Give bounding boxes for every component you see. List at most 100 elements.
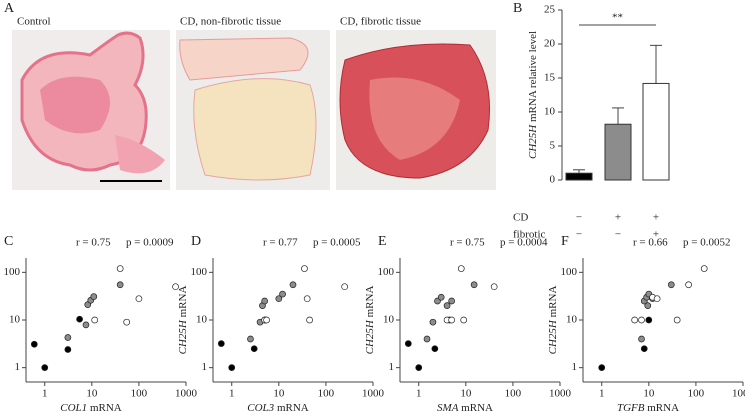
x-tick-label: 10 (460, 388, 472, 400)
unit: mRNA relative level (527, 31, 539, 125)
unit: mRNA (547, 286, 559, 321)
y-tick-label: 1 (572, 361, 578, 373)
point (279, 290, 286, 298)
y-tick-label: 15 (544, 72, 556, 84)
point (306, 316, 313, 324)
gene-name: CH25H (177, 319, 189, 354)
x-tick-label: 10 (643, 388, 655, 400)
x-tick-label: 1 (416, 388, 422, 400)
x-tick-label: 100 (318, 388, 335, 400)
y-tick-label: 1 (202, 361, 208, 373)
gene-name: CH25H (527, 124, 539, 159)
significance: ** (612, 12, 623, 24)
y-tick-label: 0 (550, 174, 556, 186)
point (250, 345, 258, 353)
point (631, 316, 639, 324)
y-tick-label: 1 (15, 361, 21, 373)
point (303, 295, 311, 303)
gene-name: COL3 (247, 402, 274, 414)
point (82, 321, 90, 329)
point (644, 302, 652, 310)
point (123, 318, 131, 326)
panel-label: A (4, 1, 15, 16)
unit: mRNA (87, 402, 122, 414)
point (404, 340, 412, 347)
point (448, 316, 456, 324)
x-tick-label: 10 (273, 388, 285, 400)
x-tick-label: 1 (229, 388, 235, 400)
panel-label: E (378, 234, 387, 249)
gene-name: SMA (437, 402, 459, 414)
y-tick-label: 100 (4, 266, 21, 278)
x-tick-label: 100 (505, 388, 522, 400)
point (217, 340, 225, 347)
panel-label: B (513, 1, 522, 16)
point (116, 265, 124, 272)
condition-mark: + (615, 212, 621, 224)
point (490, 283, 498, 291)
point (429, 318, 437, 326)
gene-name: CH25H (0, 319, 2, 354)
point (64, 334, 72, 341)
y-tick-label: 5 (550, 140, 556, 152)
p-value: p = 0.0005 (313, 237, 361, 249)
image-caption: CD, fibrotic tissue (340, 16, 421, 28)
y-tick-label: 10 (9, 314, 21, 326)
point (638, 335, 645, 343)
point (289, 281, 297, 289)
y-tick-label: 20 (544, 38, 556, 50)
y-tick-label: 10 (566, 314, 578, 326)
x-tick-label: 100 (131, 388, 148, 400)
p-value: p = 0.0009 (126, 237, 174, 249)
point (673, 316, 681, 324)
condition-mark: + (653, 212, 659, 224)
condition-mark: − (576, 229, 582, 241)
point (448, 297, 456, 305)
point (90, 293, 98, 300)
r-value: r = 0.75 (76, 237, 111, 249)
point (700, 265, 708, 272)
unit: mRNA (364, 286, 376, 321)
r-value: r = 0.77 (263, 237, 298, 249)
axis-label: CH25H mRNA (0, 286, 2, 355)
point (301, 265, 308, 272)
point (261, 297, 269, 305)
unit: mRNA (177, 286, 189, 321)
axis-label: CH25H mRNA relative level (527, 31, 539, 159)
p-value: p = 0.0004 (500, 237, 548, 249)
point (653, 295, 661, 303)
axis-label: CH25H mRNA (177, 286, 189, 355)
point (228, 364, 236, 372)
bar (565, 172, 593, 181)
r-value: r = 0.66 (633, 237, 668, 249)
p-value: p = 0.0052 (683, 237, 730, 249)
bar (642, 82, 670, 181)
condition-label: fibrotic (513, 229, 545, 241)
y-tick-label: 10 (544, 106, 556, 118)
point (443, 302, 451, 310)
point (431, 345, 439, 353)
y-tick-label: 100 (561, 266, 578, 278)
point (638, 316, 645, 324)
y-tick-label: 25 (544, 4, 556, 16)
point (598, 364, 606, 372)
axis-label: TGFB mRNA (617, 402, 679, 414)
panel-label: C (4, 234, 13, 249)
point (685, 281, 692, 289)
point (457, 265, 465, 272)
point (640, 345, 648, 353)
point (470, 281, 478, 289)
x-tick-label: 1000 (362, 388, 385, 400)
unit: mRNA (644, 402, 679, 414)
panel-label: F (561, 234, 569, 249)
y-tick-label: 100 (191, 266, 208, 278)
point (76, 315, 83, 323)
x-tick-label: 1000 (549, 388, 572, 400)
point (64, 346, 72, 353)
point (116, 281, 124, 289)
point (30, 340, 38, 348)
x-tick-label: 1 (599, 388, 605, 400)
panel-label: D (191, 234, 201, 249)
point (135, 295, 143, 303)
